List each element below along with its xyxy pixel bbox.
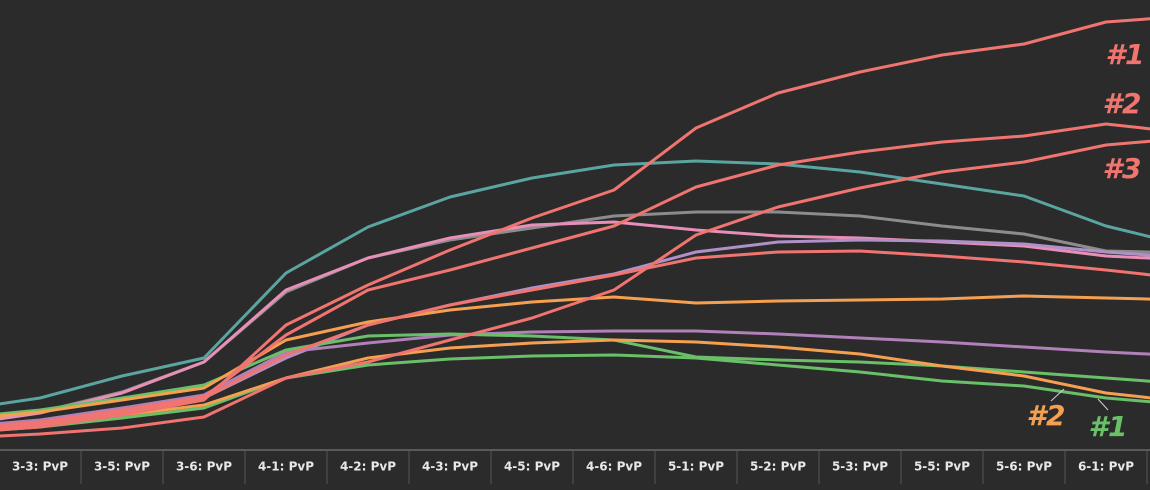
- series-line: [0, 139, 1150, 438]
- annotation: #2: [1027, 399, 1066, 432]
- annotation: #2: [1103, 87, 1142, 120]
- x-tick-label: 4-6: PvP: [586, 460, 642, 474]
- annotation: #3: [1103, 152, 1142, 185]
- series-line: [0, 122, 1150, 427]
- leader-line: [1050, 388, 1065, 402]
- series-line: [0, 294, 1150, 418]
- x-tick-label: 5-6: PvP: [996, 460, 1052, 474]
- x-tick-label: 4-5: PvP: [504, 460, 560, 474]
- series-line: [0, 353, 1150, 432]
- annotation: #1: [1089, 410, 1128, 443]
- x-tick-label: 6-1: PvP: [1078, 460, 1134, 474]
- x-tick-label: 5-2: PvP: [750, 460, 806, 474]
- x-tick-label: 4-2: PvP: [340, 460, 396, 474]
- series-line: [0, 17, 1150, 432]
- annotation: #1: [1106, 38, 1145, 71]
- x-tick-label: 3-5: PvP: [94, 460, 150, 474]
- plot-area: [0, 17, 1150, 438]
- x-tick-label: 4-1: PvP: [258, 460, 314, 474]
- x-tick-label: 5-1: PvP: [668, 460, 724, 474]
- x-tick-label: 5-5: PvP: [914, 460, 970, 474]
- annotations: #1 #2 #3 #2 #1: [1027, 38, 1145, 443]
- x-tick-label: 3-3: PvP: [12, 460, 68, 474]
- series-line: [0, 332, 1150, 416]
- series-line: [0, 338, 1150, 429]
- series-line: [0, 159, 1150, 406]
- series-line: [0, 249, 1150, 429]
- leader-line: [1097, 398, 1109, 411]
- x-axis: 3-3: PvP 3-5: PvP 3-6: PvP 4-1: PvP 4-2: PvP…: [12, 450, 1148, 484]
- x-tick-label: 5-3: PvP: [832, 460, 888, 474]
- x-tick-label: 4-3: PvP: [422, 460, 478, 474]
- series-line: [0, 329, 1150, 425]
- x-tick-label: 3-6: PvP: [176, 460, 232, 474]
